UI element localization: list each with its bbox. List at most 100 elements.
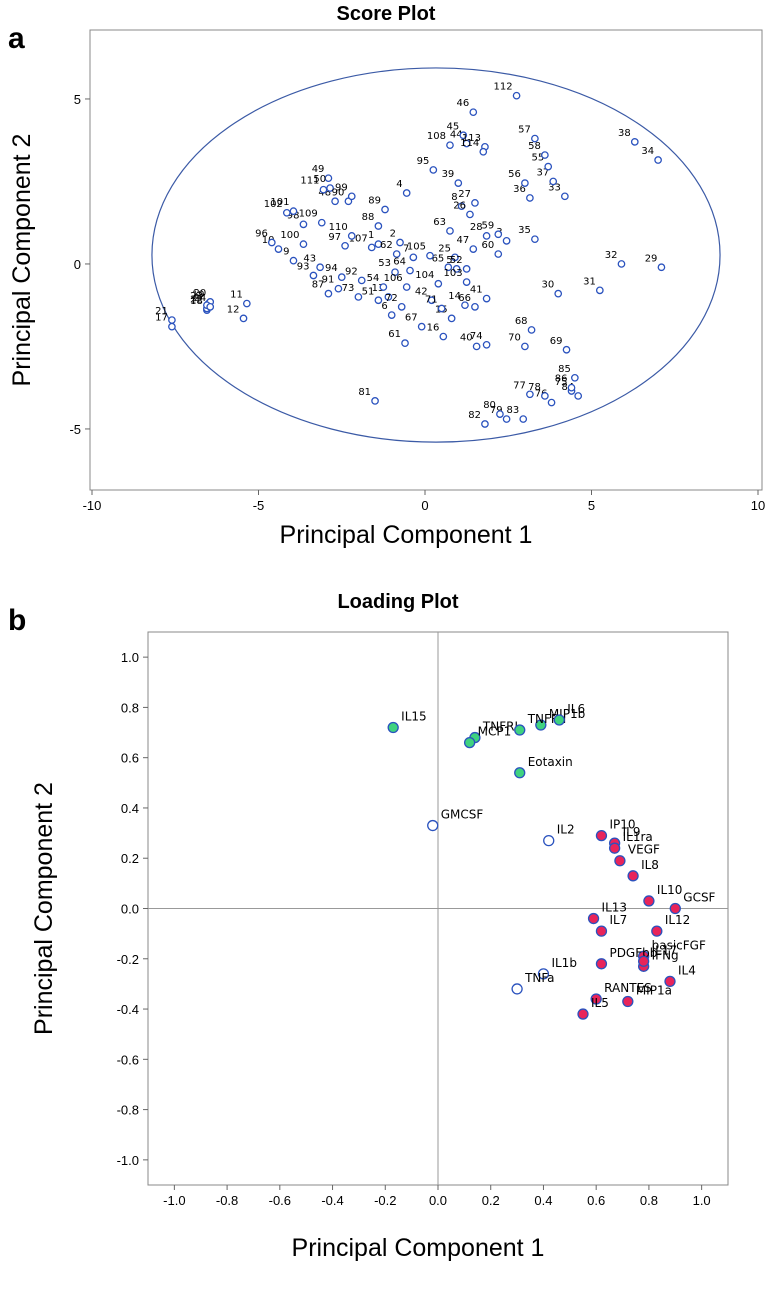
point [334, 284, 343, 293]
point [439, 332, 448, 341]
point [391, 268, 399, 277]
chart-title: Loading Plot [337, 591, 458, 613]
point-label: 110 [329, 222, 348, 233]
point [402, 189, 411, 197]
point-label: 77 [513, 380, 526, 391]
point-label: IL1ra [623, 830, 653, 844]
point-label: 87 [312, 280, 325, 291]
point-label: 107 [349, 233, 368, 244]
point [567, 383, 576, 392]
point [341, 241, 349, 250]
point-label: 9 [283, 247, 289, 258]
point-label: 89 [368, 196, 381, 207]
point-label: 39 [442, 169, 455, 180]
panel-letter: a [8, 22, 25, 55]
y-tick-label: -0.8 [117, 1103, 139, 1118]
point [357, 276, 366, 285]
x-tick-label: -1.0 [163, 1193, 185, 1208]
point [669, 902, 681, 915]
point [617, 260, 626, 268]
point-label: 60 [482, 240, 495, 251]
point-label: 55 [531, 153, 544, 164]
point [627, 870, 639, 882]
point [309, 271, 318, 280]
point [381, 205, 389, 214]
point-label: 101 [270, 197, 289, 208]
point-label: 66 [458, 293, 471, 304]
x-tick-label: -0.6 [269, 1193, 291, 1208]
point-label: 34 [641, 146, 654, 157]
point-label: 67 [405, 313, 418, 324]
point [654, 156, 662, 164]
point [446, 227, 454, 235]
point-label: 90 [332, 187, 345, 198]
point-label: 73 [342, 283, 355, 294]
point [535, 719, 547, 731]
point-label: 30 [541, 280, 554, 291]
point [282, 208, 291, 217]
point [374, 222, 383, 230]
point-label: 6 [381, 301, 387, 312]
point [574, 392, 583, 400]
point [471, 303, 479, 311]
point [462, 265, 471, 273]
confidence-ellipse [151, 67, 721, 443]
point-label: 46 [457, 98, 470, 109]
point [316, 263, 324, 272]
point [371, 397, 379, 405]
point-label: 8 [451, 192, 457, 203]
point-label: 80 [483, 400, 496, 411]
point [396, 238, 404, 247]
point [337, 273, 346, 282]
point [543, 834, 555, 847]
point [379, 283, 388, 291]
point-label: 44 [450, 130, 463, 141]
y-tick-label: 1.0 [121, 650, 139, 665]
point-label: IL1b [551, 956, 576, 970]
point-label: GCSF [683, 891, 715, 905]
point-label: PDGFbb [609, 946, 657, 960]
y-tick-label: -0.6 [117, 1052, 139, 1067]
y-tick-label: 5 [74, 92, 81, 107]
x-tick-label: -10 [83, 498, 102, 513]
point [622, 995, 634, 1008]
point-label: 62 [380, 240, 393, 251]
point-label: 19 [192, 290, 205, 301]
point-label: IL15 [401, 710, 427, 724]
point-label: IL10 [657, 883, 683, 897]
point-label: RANTES [604, 981, 652, 995]
point [482, 232, 491, 240]
point-label: 100 [280, 230, 299, 241]
point [544, 162, 553, 171]
y-axis-label: Principal Component 2 [8, 134, 36, 387]
point-label: 83 [507, 405, 520, 416]
point [367, 243, 376, 252]
y-tick-label: 0.6 [121, 751, 139, 766]
point [274, 245, 283, 253]
point-label: 99 [335, 182, 348, 193]
point [374, 240, 383, 249]
point-label: 65 [432, 253, 445, 264]
point [402, 283, 411, 291]
point [595, 829, 608, 842]
x-axis-label: Principal Component 1 [292, 1234, 545, 1262]
y-tick-label: 0 [74, 257, 81, 272]
y-tick-label: 0.2 [121, 851, 139, 866]
point-label: 94 [325, 263, 338, 274]
point [471, 199, 479, 207]
point-label: 72 [385, 293, 398, 304]
x-tick-label: 0.2 [482, 1193, 500, 1208]
point [494, 230, 503, 239]
point [347, 232, 356, 240]
point-label: 78 [528, 382, 541, 393]
point [427, 819, 439, 832]
plot-frame [89, 29, 763, 491]
point [587, 912, 600, 925]
point [469, 108, 478, 117]
y-tick-label: -1.0 [117, 1153, 139, 1168]
point [426, 251, 434, 260]
point-label: 68 [515, 316, 528, 327]
point-label: IFNg [652, 948, 679, 962]
point-label: 85 [558, 364, 571, 375]
point-label: 52 [450, 255, 463, 266]
